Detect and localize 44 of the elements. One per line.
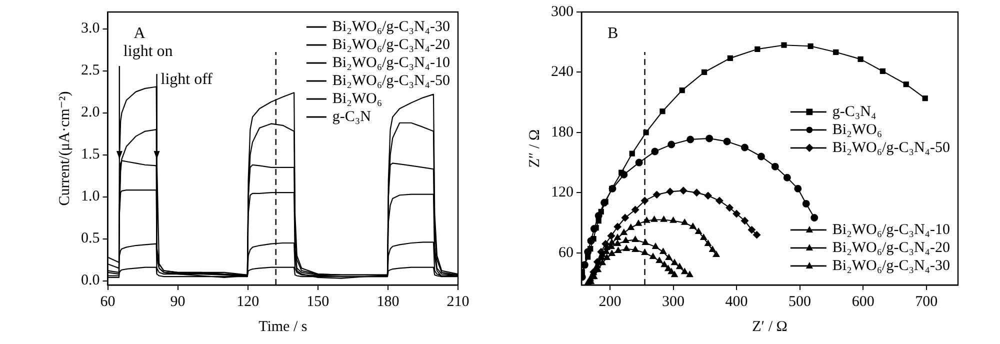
legend-label: Bi₂WO₆/g-C₃N₄-30: [332, 18, 450, 35]
x-tick-label: 90: [170, 294, 186, 310]
legend-label: Bi₂WO₆: [332, 90, 382, 107]
annotation: light off: [160, 71, 214, 88]
legend-label: g-C₃N₄: [832, 104, 876, 120]
y-axis-title: Current/(μA·cm⁻²): [56, 91, 73, 206]
x-tick-label: 210: [446, 294, 470, 310]
y-tick-label: 3.0: [81, 20, 100, 37]
x-tick-label: 500: [788, 294, 812, 310]
y-tick-label: 1.5: [81, 146, 100, 163]
x-axis-title: Z′ / Ω: [752, 318, 788, 335]
legend-label: Bi₂WO₆/g-C₃N₄-10: [332, 54, 450, 71]
x-tick-label: 400: [725, 294, 748, 310]
legend-label: Bi₂WO₆: [832, 122, 882, 138]
text: A: [134, 25, 146, 42]
x-tick-label: 60: [100, 294, 116, 310]
y-tick-label: 0.5: [81, 230, 100, 247]
legend-label: Bi₂WO₆/g-C₃N₄-50: [832, 140, 950, 156]
y-tick-label: 180: [551, 124, 574, 140]
legend-label: Bi₂WO₆/g-C₃N₄-50: [332, 72, 450, 89]
y-tick-label: 60: [558, 244, 574, 261]
annotation: light on: [123, 43, 173, 60]
legend-label: Bi₂WO₆/g-C₃N₄-20: [332, 36, 450, 53]
y-tick-label: 240: [551, 64, 574, 80]
y-tick-label: 300: [551, 4, 574, 20]
x-tick-label: 120: [236, 294, 260, 310]
x-tick-label: 200: [598, 294, 622, 310]
legend-label: Bi₂WO₆/g-C₃N₄-20: [832, 240, 950, 256]
y-tick-label: 2.5: [81, 62, 100, 79]
y-tick-label: 1.0: [81, 188, 100, 205]
y-tick-label: 0.0: [81, 272, 100, 289]
x-tick-label: 150: [306, 294, 330, 310]
x-axis-title: Time / s: [258, 318, 308, 335]
x-tick-label: 700: [915, 294, 938, 310]
y-tick-label: 120: [551, 184, 574, 201]
y-tick-label: 2.0: [81, 104, 100, 121]
legend-label: Bi₂WO₆/g-C₃N₄-30: [832, 258, 950, 274]
text: B: [608, 25, 618, 42]
y-axis-title: Z″ / Ω: [526, 129, 543, 168]
x-tick-label: 180: [376, 294, 400, 310]
legend-label: Bi₂WO₆/g-C₃N₄-10: [832, 222, 950, 238]
x-tick-label: 300: [662, 294, 684, 310]
legend-label: g-C₃N: [332, 108, 372, 125]
x-tick-label: 600: [852, 294, 874, 310]
